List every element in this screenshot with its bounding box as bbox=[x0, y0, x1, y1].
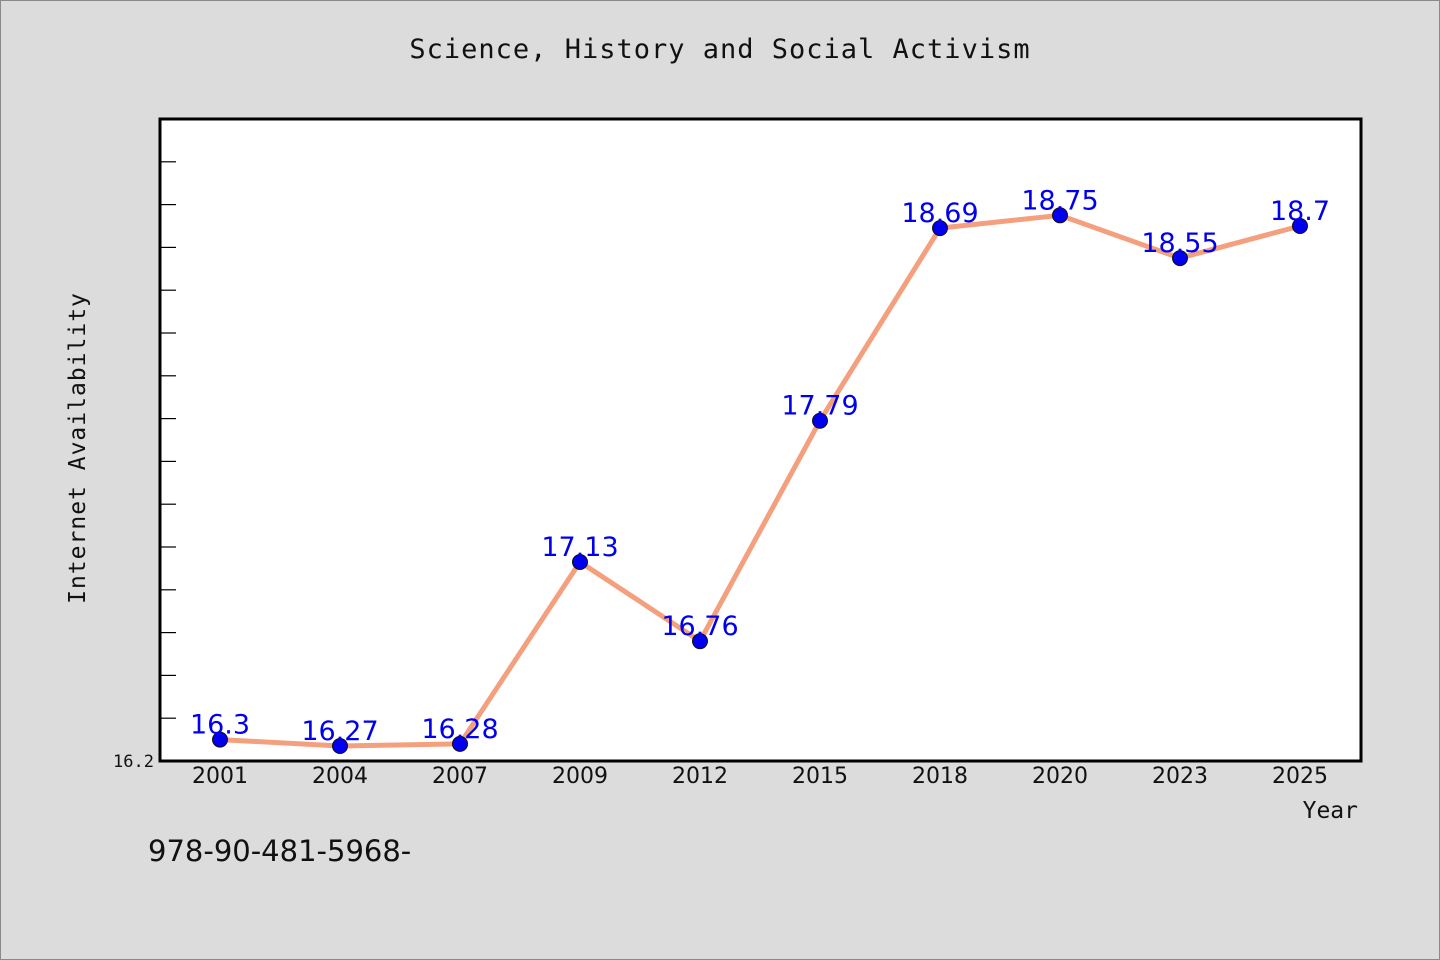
chart-title: Science, History and Social Activism bbox=[409, 34, 1031, 65]
data-label: 16.76 bbox=[661, 611, 738, 642]
x-tick-label: 2012 bbox=[672, 764, 728, 789]
x-axis-ticks: 2001 2004 2007 2009 2012 2015 2018 2020 2023 2025 bbox=[192, 764, 1328, 789]
x-tick-label: 2007 bbox=[432, 764, 488, 789]
y-axis-ticks: 16.2 bbox=[113, 118, 176, 772]
x-tick-label: 2001 bbox=[192, 764, 248, 789]
data-label: 18.75 bbox=[1021, 185, 1098, 216]
y-tick-label: 16.2 bbox=[113, 752, 154, 772]
data-label: 18.55 bbox=[1141, 228, 1218, 259]
plot-area bbox=[158, 117, 1363, 763]
data-point bbox=[332, 738, 348, 755]
data-label: 18.7 bbox=[1270, 196, 1330, 227]
data-point bbox=[692, 633, 708, 650]
data-point bbox=[212, 731, 228, 748]
footer-code: 978-90-481-5968- bbox=[148, 834, 412, 868]
data-point bbox=[812, 412, 828, 429]
data-point bbox=[1292, 218, 1308, 234]
data-point bbox=[932, 220, 948, 237]
x-tick-label: 2015 bbox=[792, 764, 848, 789]
data-label: 18.69 bbox=[901, 198, 978, 229]
x-tick-label: 2023 bbox=[1152, 764, 1208, 789]
data-point bbox=[1172, 250, 1188, 267]
data-point bbox=[452, 735, 468, 752]
series-line bbox=[217, 212, 1303, 749]
data-label: 17.13 bbox=[541, 532, 618, 563]
series-layer: 16.3 16.27 16.28 17.13 16.76 17.79 18.69 18.75 1… bbox=[190, 185, 1330, 755]
x-tick-label: 2020 bbox=[1032, 764, 1088, 789]
data-label: 17.79 bbox=[781, 391, 858, 422]
x-tick-label: 2018 bbox=[912, 764, 968, 789]
data-point bbox=[1052, 207, 1068, 224]
data-label: 16.28 bbox=[421, 714, 498, 745]
x-tick-label: 2025 bbox=[1272, 764, 1328, 789]
x-tick-label: 2004 bbox=[312, 764, 368, 789]
data-label: 16.3 bbox=[190, 710, 250, 741]
x-axis-label: Year bbox=[1303, 798, 1358, 824]
data-label: 16.27 bbox=[301, 716, 378, 747]
x-tick-label: 2009 bbox=[552, 764, 608, 789]
data-point bbox=[572, 553, 588, 570]
y-axis-label: Internet Availability bbox=[65, 292, 91, 604]
